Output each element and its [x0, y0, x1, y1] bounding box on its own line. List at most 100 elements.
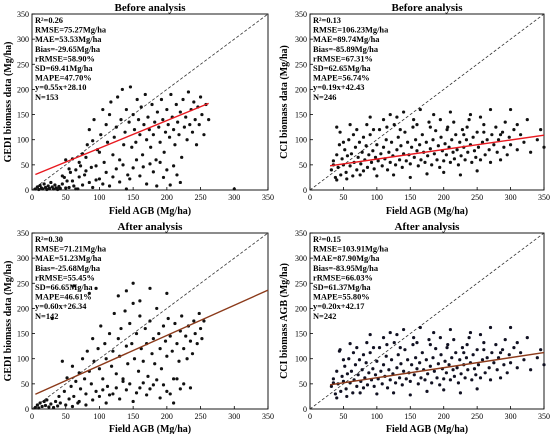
- data-point: [158, 140, 162, 144]
- data-point: [116, 294, 120, 298]
- data-point: [84, 392, 88, 396]
- data-point: [522, 140, 526, 144]
- data-point: [331, 159, 335, 163]
- data-point: [385, 125, 389, 129]
- data-point: [496, 138, 501, 142]
- stat-text: y=0.60x+26.34: [35, 302, 87, 311]
- data-point: [432, 330, 436, 335]
- data-point: [376, 159, 380, 163]
- data-point: [466, 368, 470, 372]
- data-point: [188, 339, 193, 343]
- data-point: [398, 128, 402, 132]
- data-point: [123, 309, 127, 313]
- data-point: [454, 133, 458, 137]
- data-point: [148, 319, 152, 323]
- data-point: [159, 367, 164, 371]
- data-point: [508, 325, 513, 330]
- y-tick-label: 300: [295, 35, 307, 44]
- data-point: [456, 381, 461, 385]
- x-tick-label: 350: [262, 412, 274, 421]
- data-point: [367, 371, 371, 375]
- data-point: [406, 358, 410, 362]
- data-point: [468, 112, 473, 117]
- data-point: [360, 368, 364, 372]
- data-point: [67, 167, 71, 171]
- data-point: [361, 353, 366, 357]
- data-point: [114, 167, 118, 171]
- data-point: [365, 383, 370, 387]
- data-point: [173, 143, 177, 147]
- data-point: [502, 145, 506, 149]
- data-point: [535, 356, 539, 360]
- y-tick-label: 200: [17, 304, 29, 313]
- data-point: [67, 185, 71, 190]
- data-point: [496, 356, 501, 360]
- data-point: [434, 129, 438, 133]
- data-point: [167, 135, 172, 139]
- data-point: [476, 145, 481, 149]
- data-point: [414, 138, 418, 142]
- y-tick-label: 100: [295, 355, 307, 364]
- data-point: [35, 185, 39, 189]
- regression-line: [35, 102, 209, 176]
- data-point: [420, 351, 424, 355]
- data-point: [109, 364, 114, 368]
- data-point: [116, 337, 120, 341]
- data-point: [375, 359, 379, 363]
- data-point: [358, 391, 362, 395]
- data-point: [423, 160, 427, 164]
- data-point: [353, 363, 358, 367]
- data-point: [340, 157, 344, 161]
- regression-line: [329, 134, 545, 167]
- data-point: [134, 158, 139, 162]
- data-point: [69, 384, 73, 388]
- data-point: [381, 363, 386, 367]
- data-point: [471, 353, 475, 357]
- x-tick-label: 50: [339, 193, 347, 202]
- data-point: [101, 377, 105, 381]
- x-tick-label: 300: [228, 193, 240, 202]
- data-point: [109, 100, 113, 104]
- data-point: [198, 326, 203, 331]
- x-tick-label: 150: [127, 193, 139, 202]
- data-point: [450, 356, 454, 360]
- stat-text: N=142: [35, 312, 58, 321]
- data-point: [172, 128, 176, 132]
- data-point: [522, 358, 526, 362]
- data-point: [391, 173, 396, 177]
- stat-text: MAE=53.53Mg/ha: [35, 35, 102, 44]
- data-point: [483, 153, 487, 157]
- data-point: [111, 392, 115, 396]
- data-point: [343, 364, 347, 368]
- data-point: [462, 351, 466, 355]
- data-point: [355, 168, 359, 172]
- stat-text: SD=69.41Mg/ha: [35, 64, 93, 73]
- y-tick-label: 250: [295, 60, 307, 69]
- one-to-one-line: [31, 13, 269, 191]
- data-point: [349, 152, 354, 156]
- data-point: [35, 403, 39, 407]
- data-point: [161, 324, 166, 328]
- panel-cci-after: After analysis Field AGB (Mg/ha) CCI bio…: [279, 221, 550, 434]
- data-point: [454, 351, 458, 355]
- data-point: [373, 155, 378, 159]
- data-point: [364, 361, 368, 365]
- x-tick-label: 250: [471, 412, 483, 421]
- data-point: [353, 145, 358, 149]
- data-point: [124, 289, 128, 293]
- data-point: [377, 128, 382, 132]
- data-point: [192, 100, 196, 104]
- data-point: [361, 135, 366, 139]
- data-point: [97, 177, 102, 181]
- y-tick-label: 350: [17, 229, 29, 238]
- data-point: [105, 384, 110, 388]
- x-tick-label: 300: [505, 412, 517, 421]
- x-tick-label: 100: [371, 412, 383, 421]
- data-point: [507, 135, 511, 139]
- x-tick-label: 50: [62, 412, 70, 421]
- one-to-one-line: [309, 13, 545, 191]
- data-point: [357, 358, 362, 362]
- data-point: [369, 160, 374, 164]
- data-point: [343, 148, 347, 152]
- data-point: [371, 149, 375, 153]
